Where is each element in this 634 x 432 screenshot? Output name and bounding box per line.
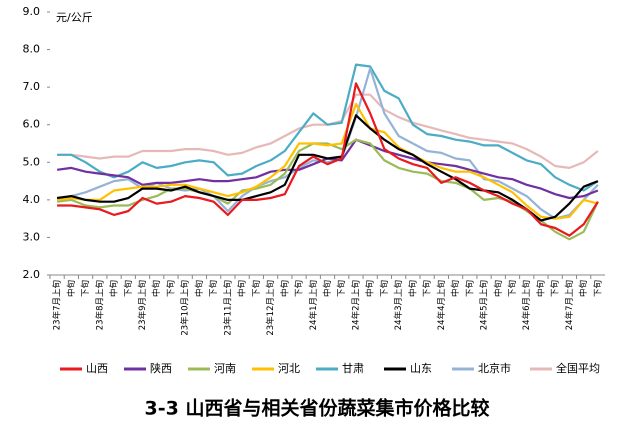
x-tick-label: 24年4月上旬 (436, 280, 447, 330)
y-tick-label: 8.0 (23, 43, 41, 56)
x-tick-label: 中旬 (322, 280, 333, 297)
y-tick-label: 5.0 (23, 155, 41, 168)
y-unit: 元/公斤 (56, 11, 93, 24)
x-tick-label: 中旬 (578, 280, 589, 297)
x-tick-label: 下旬 (251, 280, 262, 297)
x-tick-label: 23年7月上旬 (52, 280, 63, 330)
legend-label: 陕西 (150, 361, 172, 375)
series-line (56, 114, 599, 222)
x-tick-label: 23年11月上旬 (222, 280, 233, 336)
y-tick-label: 9.0 (23, 5, 41, 18)
x-tick-label: 中旬 (493, 280, 504, 297)
y-tick-label: 2.0 (23, 268, 41, 281)
legend-label: 河南 (214, 362, 236, 375)
series-line (56, 138, 599, 200)
series-line (57, 93, 599, 169)
x-tick-label: 24年1月上旬 (308, 280, 319, 330)
x-tick-label: 中旬 (109, 280, 120, 297)
x-tick-label: 下旬 (507, 280, 518, 297)
x-tick-label: 23年12月上旬 (265, 280, 276, 336)
x-tick-label: 中旬 (151, 280, 162, 297)
x-tick-label: 下旬 (294, 280, 305, 297)
x-tick-label: 中旬 (407, 280, 418, 297)
x-tick-label: 24年7月上旬 (564, 280, 575, 330)
x-tick-label: 下旬 (336, 280, 347, 297)
x-tick-label: 下旬 (550, 280, 561, 297)
series-line (57, 63, 599, 192)
x-tick-label: 24年6月上旬 (521, 280, 532, 330)
series-line (57, 82, 599, 237)
x-tick-label: 下旬 (123, 280, 134, 297)
x-tick-label: 中旬 (66, 280, 77, 297)
x-tick-label: 中旬 (365, 280, 376, 297)
x-tick-label: 下旬 (165, 280, 176, 297)
x-tick-label: 下旬 (422, 280, 433, 297)
legend-label: 北京市 (478, 361, 511, 375)
series-line (56, 102, 599, 220)
legend-label: 河北 (278, 362, 300, 375)
legend-label: 山东 (410, 362, 432, 375)
x-tick-label: 中旬 (279, 280, 290, 297)
x-tick-label: 24年3月上旬 (393, 280, 404, 330)
legend-label: 山西 (86, 362, 108, 375)
legend-label: 甘肃 (342, 362, 364, 375)
x-tick-label: 下旬 (379, 280, 390, 297)
x-tick-label: 24年5月上旬 (479, 280, 490, 330)
legend-label: 全国平均 (556, 361, 600, 375)
chart-title: 3-3 山西省与相关省份蔬菜集市价格比较 (145, 397, 490, 420)
y-tick-label: 6.0 (23, 118, 41, 131)
x-tick-label: 中旬 (535, 280, 546, 297)
y-tick-label: 7.0 (23, 80, 41, 93)
x-tick-label: 下旬 (592, 280, 603, 297)
x-tick-label: 下旬 (80, 280, 91, 297)
x-tick-label: 23年8月上旬 (94, 280, 105, 330)
y-tick-label: 4.0 (23, 193, 41, 206)
x-tick-label: 中旬 (450, 280, 461, 297)
x-tick-label: 中旬 (194, 280, 205, 297)
x-tick-label: 24年2月上旬 (350, 280, 361, 330)
x-tick-label: 23年9月上旬 (137, 280, 148, 330)
x-tick-label: 23年10月上旬 (180, 280, 191, 336)
x-tick-label: 下旬 (464, 280, 475, 297)
x-tick-label: 中旬 (237, 280, 248, 297)
x-tick-label: 下旬 (208, 280, 219, 297)
y-tick-label: 3.0 (23, 230, 41, 243)
